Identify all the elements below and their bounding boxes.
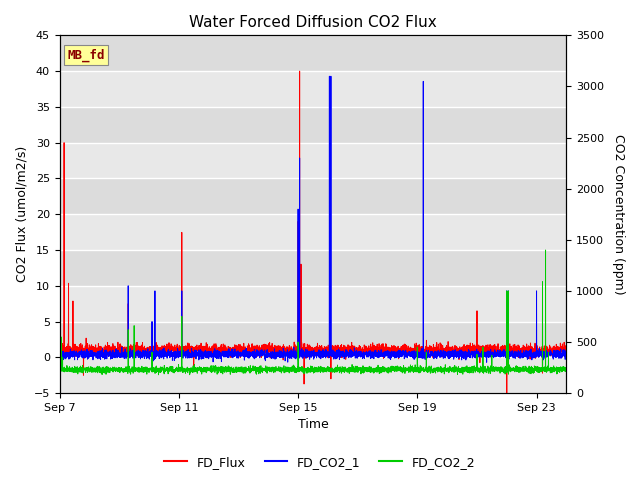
FD_CO2_1 bbox=[273, 355, 280, 361]
FD_Flux bbox=[269, 346, 276, 352]
Bar bbox=[60, 286, 566, 322]
Bar bbox=[60, 71, 566, 107]
FD_CO2_1 bbox=[326, 73, 333, 79]
FD_CO2_2 bbox=[424, 368, 431, 373]
FD_CO2_2 bbox=[547, 366, 555, 372]
FD_CO2_2 bbox=[273, 366, 280, 372]
Line: FD_CO2_2: FD_CO2_2 bbox=[60, 250, 566, 375]
FD_Flux bbox=[56, 348, 63, 353]
FD_CO2_2 bbox=[269, 367, 276, 372]
Title: Water Forced Diffusion CO2 Flux: Water Forced Diffusion CO2 Flux bbox=[189, 15, 437, 30]
FD_CO2_2 bbox=[522, 368, 529, 373]
FD_Flux bbox=[547, 351, 555, 357]
FD_CO2_1 bbox=[296, 348, 304, 354]
FD_CO2_1 bbox=[424, 350, 431, 356]
FD_Flux bbox=[522, 346, 530, 351]
Y-axis label: CO2 Concentration (ppm): CO2 Concentration (ppm) bbox=[612, 134, 625, 295]
Bar bbox=[60, 357, 566, 393]
FD_CO2_2 bbox=[56, 367, 63, 372]
FD_CO2_1 bbox=[483, 360, 490, 365]
FD_Flux bbox=[563, 347, 570, 352]
FD_Flux bbox=[297, 348, 305, 353]
Bar bbox=[60, 143, 566, 179]
Line: FD_CO2_1: FD_CO2_1 bbox=[60, 76, 566, 362]
Bar bbox=[60, 214, 566, 250]
FD_CO2_1 bbox=[269, 353, 276, 359]
Legend: FD_Flux, FD_CO2_1, FD_CO2_2: FD_Flux, FD_CO2_1, FD_CO2_2 bbox=[159, 451, 481, 474]
FD_CO2_1 bbox=[522, 354, 530, 360]
FD_CO2_2 bbox=[541, 247, 549, 253]
Text: MB_fd: MB_fd bbox=[67, 48, 105, 62]
X-axis label: Time: Time bbox=[298, 419, 328, 432]
FD_Flux bbox=[503, 392, 511, 398]
FD_CO2_2 bbox=[155, 372, 163, 378]
FD_CO2_1 bbox=[56, 351, 63, 357]
Line: FD_Flux: FD_Flux bbox=[60, 71, 566, 395]
FD_CO2_2 bbox=[297, 367, 305, 372]
FD_Flux bbox=[424, 349, 431, 355]
FD_Flux bbox=[296, 68, 303, 74]
FD_CO2_1 bbox=[563, 355, 570, 361]
Y-axis label: CO2 Flux (umol/m2/s): CO2 Flux (umol/m2/s) bbox=[15, 146, 28, 282]
FD_CO2_2 bbox=[563, 366, 570, 372]
FD_Flux bbox=[273, 352, 280, 358]
FD_CO2_1 bbox=[547, 351, 555, 357]
